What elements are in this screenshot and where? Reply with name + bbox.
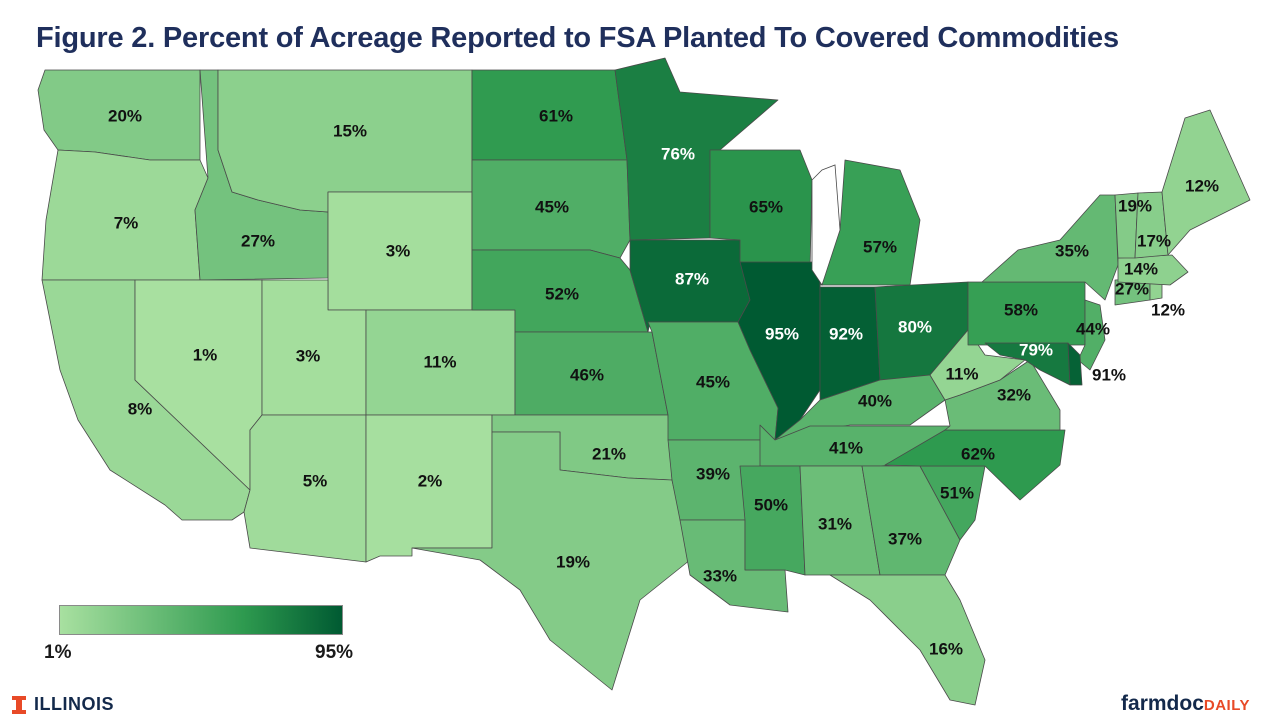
state-label-ma: 14% [1124, 259, 1158, 278]
state-nj [1077, 299, 1106, 371]
state-label-az: 5% [303, 471, 328, 490]
state-label-co: 11% [423, 352, 456, 371]
state-label-ms: 50% [754, 495, 788, 514]
state-label-mo: 45% [696, 372, 730, 391]
lake-michigan-shape [811, 164, 841, 286]
state-label-pa: 58% [1004, 300, 1038, 319]
state-label-ks: 46% [570, 365, 604, 384]
state-label-ne: 52% [545, 284, 579, 303]
farmdoc-wordmark: farmdoc [1121, 692, 1204, 715]
state-label-tx: 19% [556, 552, 590, 571]
state-label-fl: 16% [929, 639, 963, 658]
state-label-mn: 76% [661, 144, 695, 163]
page-title: Figure 2. Percent of Acreage Reported to… [36, 22, 1119, 54]
illinois-logo: ILLINOIS [12, 694, 114, 715]
illinois-wordmark: ILLINOIS [34, 694, 114, 714]
state-label-ia: 87% [675, 269, 709, 288]
state-me [1161, 109, 1251, 256]
state-label-ky: 40% [858, 391, 892, 410]
states-layer [37, 57, 1251, 706]
block-i-icon [12, 695, 26, 714]
state-label-ar: 39% [696, 464, 730, 483]
state-label-me: 12% [1185, 176, 1219, 195]
state-label-tn: 41% [829, 438, 863, 457]
state-label-wv: 11% [945, 364, 978, 383]
state-label-nc: 62% [961, 444, 995, 463]
state-label-vt: 19% [1118, 196, 1152, 215]
state-label-al: 31% [818, 514, 852, 533]
state-label-ok: 21% [592, 444, 626, 463]
legend-min-label: 1% [44, 642, 72, 663]
state-label-sc: 51% [940, 483, 974, 502]
state-label-wi: 65% [749, 197, 783, 216]
state-label-md: 79% [1019, 340, 1053, 359]
state-label-ca: 8% [128, 399, 153, 418]
state-label-wy: 3% [386, 241, 411, 260]
state-label-nh: 17% [1137, 231, 1171, 250]
state-label-de: 91% [1092, 365, 1126, 384]
state-label-va: 32% [997, 385, 1031, 404]
state-label-wa: 20% [108, 106, 142, 125]
state-label-nd: 61% [539, 106, 573, 125]
state-label-mt: 15% [333, 121, 367, 140]
state-label-ri: 12% [1151, 300, 1185, 319]
state-label-ct: 27% [1115, 279, 1149, 298]
state-ms [739, 465, 806, 576]
state-label-oh: 80% [898, 317, 932, 336]
state-label-mi: 57% [863, 237, 897, 256]
state-label-nv: 1% [193, 345, 218, 364]
labels-layer: 20% 7% 8% 27% 1% 15% 3% 3% 5% 11% 2% 61% 45% 52% 46% 21… [108, 106, 1219, 658]
legend-color-bar [59, 605, 343, 635]
state-label-ny: 35% [1055, 241, 1089, 260]
state-mt [217, 69, 473, 213]
state-fl [829, 574, 986, 706]
state-label-ut: 3% [296, 346, 321, 365]
state-label-nm: 2% [418, 471, 443, 490]
legend-max-label: 95% [315, 642, 354, 663]
daily-wordmark: DAILY [1203, 697, 1250, 714]
state-label-or: 7% [114, 213, 139, 232]
state-label-ga: 37% [888, 529, 922, 548]
state-label-nj: 44% [1076, 319, 1110, 338]
state-label-in: 92% [829, 324, 863, 343]
state-de [1067, 342, 1083, 386]
state-label-id: 27% [241, 231, 275, 250]
state-label-il: 95% [765, 324, 799, 343]
farmdoc-daily-logo: farmdocDAILY [1121, 692, 1250, 716]
state-label-sd: 45% [535, 197, 569, 216]
state-label-la: 33% [703, 566, 737, 585]
